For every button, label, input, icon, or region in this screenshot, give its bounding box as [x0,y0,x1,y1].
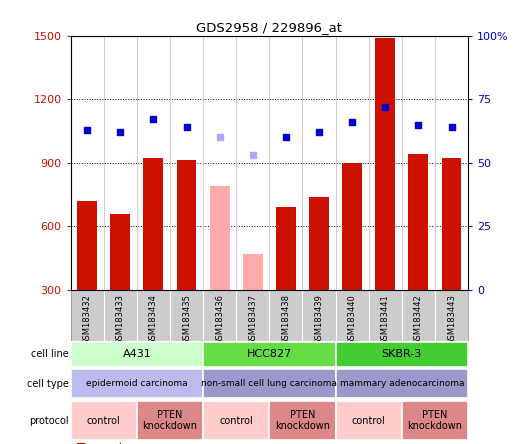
Text: SKBR-3: SKBR-3 [382,349,422,359]
Bar [276,207,296,290]
Text: control: control [87,416,121,426]
Text: count: count [97,442,123,444]
Text: epidermoid carcinoma: epidermoid carcinoma [86,379,188,388]
Text: GSM183441: GSM183441 [381,294,390,345]
Bar [71,401,137,440]
Text: protocol: protocol [29,416,69,426]
Text: GSM183436: GSM183436 [215,294,224,345]
Bar [408,154,428,290]
Bar [77,201,97,290]
Bar [203,401,269,440]
Bar [71,369,203,398]
Bar [203,369,336,398]
Bar [177,159,197,290]
Bar [342,163,362,290]
Bar [376,38,395,290]
Text: GSM183433: GSM183433 [116,294,125,345]
Text: GSM183438: GSM183438 [281,294,290,345]
Text: mammary adenocarcinoma: mammary adenocarcinoma [339,379,464,388]
Text: GSM183439: GSM183439 [314,294,324,345]
Text: cell line: cell line [31,349,69,359]
Text: GSM183440: GSM183440 [348,294,357,345]
Bar [269,401,336,440]
Text: PTEN
knockdown: PTEN knockdown [275,410,330,432]
Bar [143,159,163,290]
Bar [71,342,203,367]
Text: GSM183443: GSM183443 [447,294,456,345]
Bar [336,342,468,367]
Text: GSM183434: GSM183434 [149,294,158,345]
Bar [110,214,130,290]
Bar [441,159,461,290]
Bar [203,342,336,367]
Text: control: control [219,416,253,426]
Bar [336,401,402,440]
Text: GSM183437: GSM183437 [248,294,257,345]
Text: cell type: cell type [27,379,69,388]
Text: GSM183432: GSM183432 [83,294,92,345]
Bar [309,197,329,290]
Text: A431: A431 [122,349,151,359]
Text: control: control [352,416,385,426]
Bar [137,401,203,440]
Text: non-small cell lung carcinoma: non-small cell lung carcinoma [201,379,337,388]
Text: GSM183435: GSM183435 [182,294,191,345]
Point [215,134,224,141]
Point [414,121,423,128]
Point [83,126,92,133]
Text: PTEN
knockdown: PTEN knockdown [142,410,198,432]
Text: HCC827: HCC827 [247,349,292,359]
Point [348,119,356,126]
Text: ■: ■ [76,441,86,444]
Text: GSM183442: GSM183442 [414,294,423,345]
Point [315,129,323,136]
Point [149,116,157,123]
Bar [243,254,263,290]
Point [447,123,456,131]
Point [116,129,124,136]
Bar [210,186,230,290]
Text: PTEN
knockdown: PTEN knockdown [407,410,462,432]
Point [183,123,191,131]
Bar [336,369,468,398]
Point [381,103,390,110]
Title: GDS2958 / 229896_at: GDS2958 / 229896_at [196,21,343,34]
Point [282,134,290,141]
Point [248,151,257,159]
Bar [402,401,468,440]
